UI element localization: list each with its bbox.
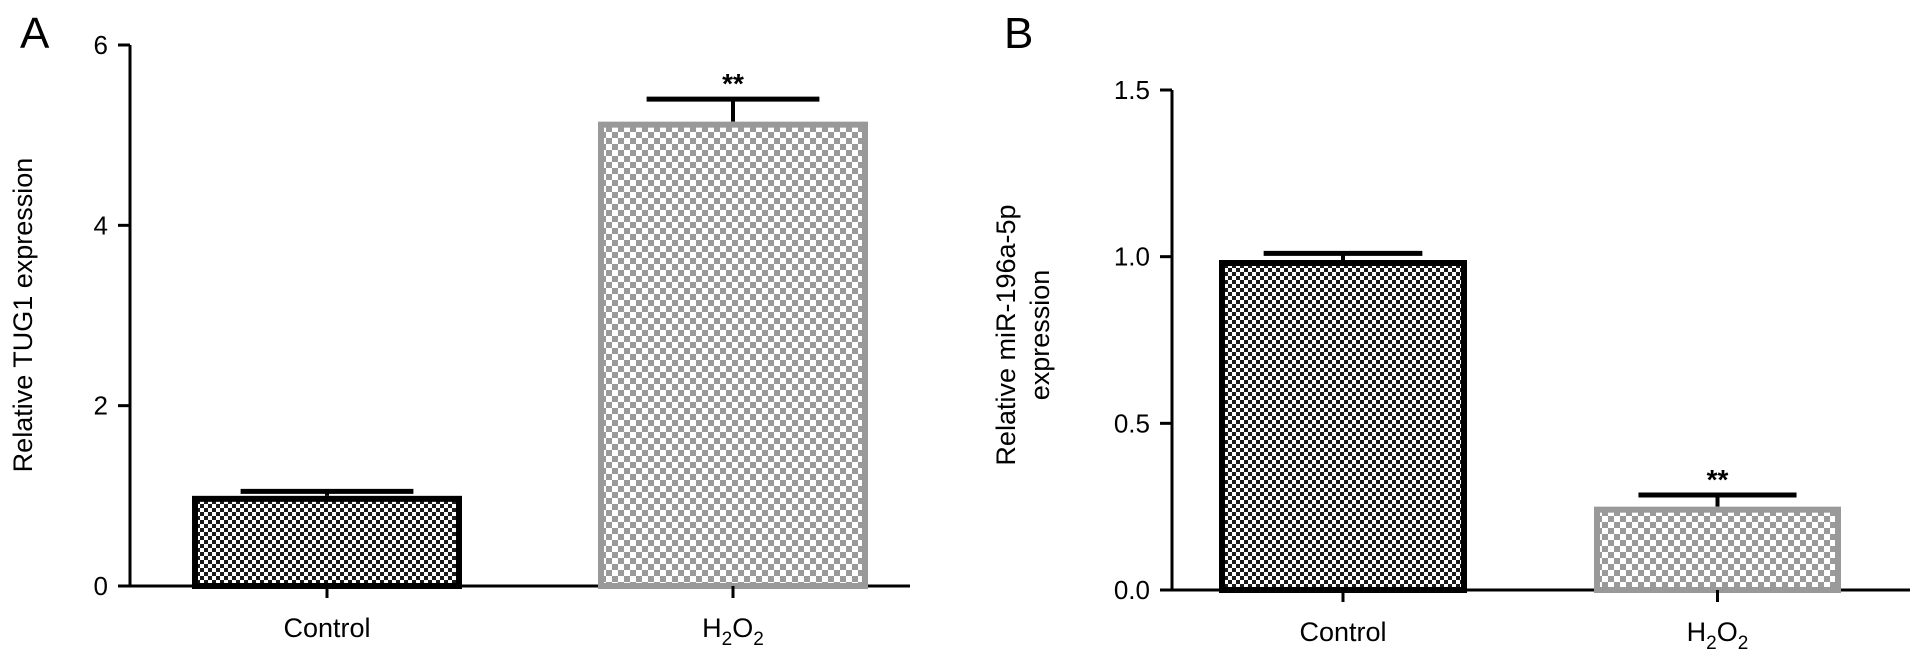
panel-letter-a: A	[20, 9, 50, 58]
y-tick-label: 1.0	[1114, 242, 1150, 272]
y-tick-label: 0.0	[1114, 575, 1150, 605]
chart-panel-a: 0 2 4 6 Relative TUG1 expression Control H2O2 *…	[8, 30, 910, 650]
x-tick-label: H2O2	[702, 613, 764, 650]
chart-panel-b: 0.0 0.5 1.0 1.5 Relative miR-196a-5p expressi…	[991, 75, 1910, 654]
y-tick-label: 0	[94, 571, 108, 601]
x-tick-label: H2O2	[1687, 617, 1749, 654]
bar	[1219, 260, 1467, 593]
y-tick-label: 0.5	[1114, 408, 1150, 438]
bar	[192, 495, 462, 590]
x-tick-label: Control	[1299, 617, 1386, 647]
y-tick-label: 4	[94, 210, 108, 240]
bar	[598, 121, 868, 590]
significance-label: **	[1707, 464, 1729, 495]
y-tick-label: 1.5	[1114, 75, 1150, 105]
y-tick-label: 2	[94, 391, 108, 421]
x-tick-label: Control	[283, 613, 370, 643]
y-tick-label: 6	[94, 30, 108, 60]
significance-label: **	[722, 68, 744, 99]
y-axis-title-line: expression	[1025, 270, 1055, 401]
panel-letter-b: B	[1004, 9, 1033, 58]
y-axis-title: Relative miR-196a-5p expression	[991, 204, 1055, 465]
y-axis-title: Relative TUG1 expression	[8, 158, 38, 473]
bar	[1594, 506, 1841, 593]
y-axis-title-line: Relative miR-196a-5p	[991, 204, 1021, 465]
